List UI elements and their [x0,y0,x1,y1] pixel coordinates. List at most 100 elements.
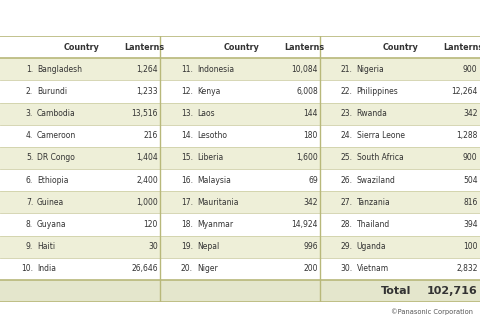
Text: 1,404: 1,404 [136,153,158,163]
Text: Cambodia: Cambodia [37,109,76,118]
Text: Kenya: Kenya [197,87,220,96]
Text: 1.: 1. [26,65,33,74]
Text: 8.: 8. [26,220,33,229]
Text: 28.: 28. [341,220,353,229]
Text: 10,084: 10,084 [291,65,318,74]
Text: Bangladesh: Bangladesh [37,65,82,74]
Text: 180: 180 [303,131,318,140]
Text: 21.: 21. [341,65,353,74]
Text: 29.: 29. [341,242,353,251]
Text: 100: 100 [463,242,478,251]
Text: 1,233: 1,233 [136,87,158,96]
Text: Lanterns: Lanterns [124,43,164,52]
Bar [0,58,480,80]
Text: India: India [37,264,56,273]
Text: 504: 504 [463,176,478,185]
Text: 816: 816 [463,198,478,207]
Text: Lesotho: Lesotho [197,131,227,140]
Text: Philippines: Philippines [357,87,398,96]
Text: 1,000: 1,000 [136,198,158,207]
Text: Tanzania: Tanzania [357,198,390,207]
Text: 200: 200 [303,264,318,273]
Text: 120: 120 [144,220,158,229]
Text: 19.: 19. [181,242,193,251]
Text: Mauritania: Mauritania [197,198,238,207]
Text: Cameroon: Cameroon [37,131,76,140]
Text: Guinea: Guinea [37,198,64,207]
Bar [0,80,480,102]
Text: 342: 342 [463,109,478,118]
Text: Indonesia: Indonesia [197,65,234,74]
Text: DR Congo: DR Congo [37,153,75,163]
Text: 20.: 20. [181,264,193,273]
Text: 15.: 15. [181,153,193,163]
Text: Lanterns: Lanterns [284,43,324,52]
Text: Malaysia: Malaysia [197,176,231,185]
Text: Liberia: Liberia [197,153,223,163]
Text: 27.: 27. [341,198,353,207]
Text: 22.: 22. [341,87,353,96]
Text: Nepal: Nepal [197,242,219,251]
Text: Ethiopia: Ethiopia [37,176,69,185]
Text: 102,716: 102,716 [427,286,478,296]
Text: South Africa: South Africa [357,153,403,163]
Text: 25.: 25. [341,153,353,163]
Text: 4.: 4. [26,131,33,140]
Text: Country: Country [223,43,259,52]
Text: 24.: 24. [341,131,353,140]
Text: 9.: 9. [26,242,33,251]
Text: 26.: 26. [341,176,353,185]
Text: Burundi: Burundi [37,87,67,96]
Text: 30: 30 [148,242,158,251]
Text: Niger: Niger [197,264,217,273]
Text: 26,646: 26,646 [132,264,158,273]
Text: 1,264: 1,264 [136,65,158,74]
Text: 30.: 30. [341,264,353,273]
Bar [0,125,480,147]
Text: Total Number of Solar Lanterns Donated between Feb. 2013 and Jan. 2018: Total Number of Solar Lanterns Donated b… [21,12,459,22]
Text: 394: 394 [463,220,478,229]
Text: 216: 216 [144,131,158,140]
Text: 13.: 13. [181,109,193,118]
Text: Country: Country [383,43,419,52]
Bar [0,169,480,191]
Text: 16.: 16. [181,176,193,185]
Text: Laos: Laos [197,109,215,118]
Text: 144: 144 [303,109,318,118]
Bar [0,213,480,236]
Text: 6,008: 6,008 [296,87,318,96]
Text: 1,288: 1,288 [456,131,478,140]
Text: Guyana: Guyana [37,220,67,229]
Text: 17.: 17. [181,198,193,207]
Text: Total: Total [381,286,411,296]
Text: Vietnam: Vietnam [357,264,389,273]
Text: Thailand: Thailand [357,220,390,229]
Text: Sierra Leone: Sierra Leone [357,131,405,140]
Text: 69: 69 [308,176,318,185]
Text: 6.: 6. [26,176,33,185]
Text: 10.: 10. [21,264,33,273]
Text: 11.: 11. [181,65,193,74]
Text: 7.: 7. [26,198,33,207]
Text: 14,924: 14,924 [291,220,318,229]
Text: 23.: 23. [341,109,353,118]
Bar [0,36,480,58]
Bar [0,236,480,258]
Text: Country: Country [63,43,99,52]
Text: Nigeria: Nigeria [357,65,384,74]
Text: Rwanda: Rwanda [357,109,387,118]
Text: 996: 996 [303,242,318,251]
Bar [0,191,480,213]
Bar [0,258,480,280]
Bar [0,280,480,302]
Text: 1,600: 1,600 [296,153,318,163]
Text: Uganda: Uganda [357,242,386,251]
Text: Lanterns: Lanterns [444,43,480,52]
Text: 18.: 18. [181,220,193,229]
Text: 2,400: 2,400 [136,176,158,185]
Text: 2.: 2. [26,87,33,96]
Bar [0,102,480,125]
Text: ©Panasonic Corporation: ©Panasonic Corporation [391,308,473,315]
Text: 342: 342 [303,198,318,207]
Text: Myanmar: Myanmar [197,220,233,229]
